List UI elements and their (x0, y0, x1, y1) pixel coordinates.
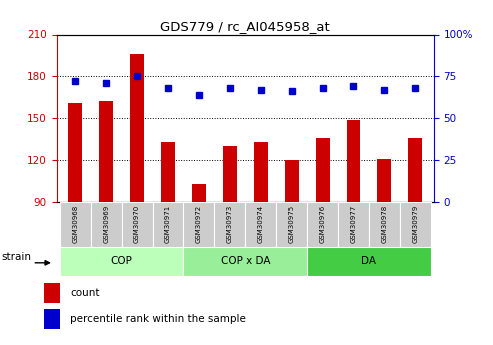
Text: GSM30972: GSM30972 (196, 205, 202, 243)
Bar (183, 202, 214, 247)
Text: DA: DA (361, 256, 377, 266)
Text: GSM30976: GSM30976 (319, 205, 325, 243)
Text: GSM30971: GSM30971 (165, 205, 171, 243)
Text: GSM30979: GSM30979 (412, 205, 418, 243)
Bar (223, 146, 237, 202)
Text: GSM30974: GSM30974 (258, 205, 264, 243)
Text: GSM30969: GSM30969 (103, 205, 109, 243)
Bar (338, 202, 369, 247)
Bar (69, 103, 82, 202)
Text: strain: strain (1, 252, 31, 262)
Bar (378, 159, 391, 202)
Text: GSM30975: GSM30975 (288, 205, 295, 243)
Text: percentile rank within the sample: percentile rank within the sample (70, 314, 246, 324)
Bar (254, 142, 268, 202)
Bar (60, 247, 183, 276)
Bar (192, 184, 206, 202)
Text: GSM30970: GSM30970 (134, 205, 140, 243)
Bar (307, 247, 431, 276)
Bar (347, 120, 360, 202)
Text: GSM30977: GSM30977 (351, 205, 356, 243)
Bar (99, 101, 113, 202)
Bar (152, 202, 183, 247)
Text: GSM30968: GSM30968 (72, 205, 78, 243)
Text: COP: COP (110, 256, 133, 266)
Bar (316, 138, 329, 202)
Bar (400, 202, 431, 247)
Bar (369, 202, 400, 247)
Bar (91, 202, 122, 247)
Bar (245, 202, 276, 247)
Bar (130, 54, 144, 202)
Bar (214, 202, 245, 247)
Bar (122, 202, 152, 247)
Bar (284, 160, 299, 202)
Title: GDS779 / rc_AI045958_at: GDS779 / rc_AI045958_at (160, 20, 330, 33)
Text: GSM30973: GSM30973 (227, 205, 233, 243)
Bar (408, 138, 422, 202)
Bar (43, 309, 60, 328)
Bar (161, 142, 175, 202)
Text: count: count (70, 288, 100, 298)
Text: GSM30978: GSM30978 (382, 205, 387, 243)
Bar (60, 202, 91, 247)
Bar (307, 202, 338, 247)
Bar (43, 283, 60, 303)
Bar (276, 202, 307, 247)
Text: COP x DA: COP x DA (220, 256, 270, 266)
Bar (183, 247, 307, 276)
